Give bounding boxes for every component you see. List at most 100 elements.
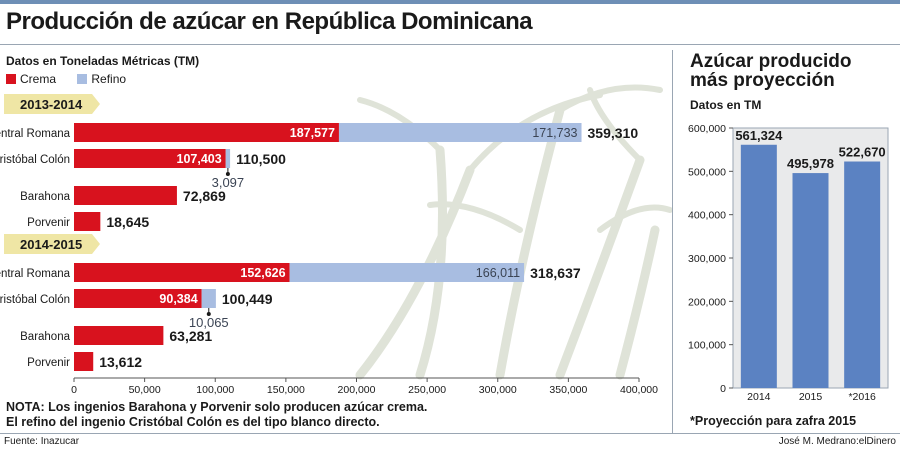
right-chart-subtitle: Datos en TM (690, 98, 762, 112)
crema-value-label: 187,577 (290, 126, 335, 140)
bar-crema (74, 212, 101, 231)
x-tick-label: 0 (71, 384, 77, 396)
bar-crema (74, 149, 226, 168)
total-value-label: 318,637 (530, 265, 581, 281)
total-value-label: 72,869 (183, 188, 226, 204)
total-value-label: 100,449 (222, 291, 273, 307)
cane-stalk (495, 105, 565, 380)
row-label: Cristóbal Colón (0, 154, 70, 166)
x-tick-label: 200,000 (338, 384, 376, 396)
right-chart-title: Azúcar producido más proyección (690, 52, 890, 90)
x-tick-label: 400,000 (620, 384, 658, 396)
bar-refino (289, 263, 525, 282)
y-tick-label: 500,000 (688, 166, 726, 178)
y-tick-label: 0 (720, 383, 726, 395)
right-title-line1: Azúcar producido (690, 51, 852, 72)
crema-value-label: 152,626 (240, 266, 285, 280)
group-tag (4, 234, 100, 254)
cane-stalk (555, 155, 645, 380)
x-tick-label: 250,000 (408, 384, 446, 396)
row-label: Barahona (20, 331, 70, 343)
y-tick-label: 200,000 (688, 296, 726, 308)
total-production-chart: 0 100,000 200,000 300,000 400,000 500,000 600,… (688, 123, 889, 403)
row-label: Central Romana (0, 128, 71, 140)
legend: Crema Refino (6, 72, 144, 86)
mill-production-chart: 2013-2014 Central Romana 187,577 171,733 359… (0, 94, 658, 396)
y-tick-label: 400,000 (688, 210, 726, 222)
total-value-label: 110,500 (236, 151, 286, 167)
x-category-label: 2014 (747, 391, 771, 403)
refino-callout-dot (225, 172, 230, 176)
left-chart-subtitle: Datos en Toneladas Métricas (TM) (6, 54, 200, 68)
row-label: Porvenir (27, 357, 70, 369)
cane-leaf (427, 201, 523, 233)
author-credit: José M. Medrano:elDinero (778, 436, 896, 447)
refino-value-label: 166,011 (476, 266, 520, 280)
cane-leaf (357, 97, 443, 153)
cane-leaf (597, 204, 673, 233)
row-label: Barahona (20, 191, 70, 203)
note-line1: NOTA: Los ingenios Barahona y Porvenir s… (6, 400, 428, 414)
total-bar (740, 144, 777, 388)
crema-value-label: 107,403 (177, 152, 222, 166)
x-category-label: 2015 (799, 391, 823, 403)
cane-stalk (355, 165, 475, 380)
total-value-label: 18,645 (106, 214, 149, 230)
bar-refino (225, 149, 231, 168)
y-tick-label: 100,000 (688, 340, 726, 352)
y-tick-label: 300,000 (688, 253, 726, 265)
x-tick-label: 100,000 (196, 384, 234, 396)
row-label: Cristóbal Colón (0, 294, 70, 306)
bar-crema (74, 289, 202, 308)
panel-divider (672, 50, 673, 434)
x-tick-label: 50,000 (129, 384, 161, 396)
total-bar-value-label: 495,978 (787, 156, 834, 171)
cane-leaf (587, 87, 643, 163)
legend-swatch-refino (77, 74, 88, 84)
legend-item-crema: Crema (6, 72, 56, 86)
page-title: Producción de azúcar en República Domini… (6, 8, 533, 35)
legend-label-refino: Refino (91, 72, 127, 86)
bar-refino (201, 289, 216, 308)
note-line2: El refino del ingenio Cristóbal Colón es… (6, 415, 380, 429)
refino-value-label: 171,733 (532, 126, 577, 140)
group-label: 2013-2014 (20, 97, 83, 112)
cane-leaf (557, 84, 663, 113)
row-label: Porvenir (27, 217, 70, 229)
legend-label-crema: Crema (20, 72, 57, 86)
refino-value-label: 3,097 (212, 175, 245, 190)
x-tick-label: 150,000 (267, 384, 305, 396)
row-label: Central Romana (0, 268, 71, 280)
title-rule (0, 44, 900, 45)
note: NOTA: Los ingenios Barahona y Porvenir s… (6, 400, 427, 430)
legend-item-refino: Refino (77, 72, 126, 86)
bar-crema (74, 352, 94, 371)
crema-value-label: 90,384 (159, 292, 197, 306)
bar-crema (74, 263, 290, 282)
top-accent-line (0, 0, 900, 4)
x-tick-label: 300,000 (479, 384, 517, 396)
total-value-label: 359,310 (588, 125, 639, 141)
bar-crema (74, 186, 177, 205)
source-credit: Fuente: Inazucar (4, 436, 80, 447)
bar-crema (74, 123, 339, 142)
total-bar-value-label: 522,670 (839, 145, 886, 160)
x-tick-label: 350,000 (549, 384, 587, 396)
bar-refino (338, 123, 582, 142)
bottom-rule (0, 433, 900, 434)
total-value-label: 63,281 (169, 328, 212, 344)
group-tag (4, 94, 100, 114)
x-category-label: *2016 (848, 391, 876, 403)
total-bar (792, 173, 829, 388)
refino-callout-dot (206, 312, 211, 316)
y-tick-label: 600,000 (688, 123, 726, 135)
group-label: 2014-2015 (20, 237, 82, 252)
total-value-label: 13,612 (99, 354, 142, 370)
total-bar-value-label: 561,324 (735, 128, 783, 143)
total-bar (844, 161, 881, 388)
refino-value-label: 10,065 (189, 315, 229, 330)
projection-footnote: *Proyección para zafra 2015 (690, 414, 857, 428)
right-title-line2: más proyección (690, 70, 835, 91)
